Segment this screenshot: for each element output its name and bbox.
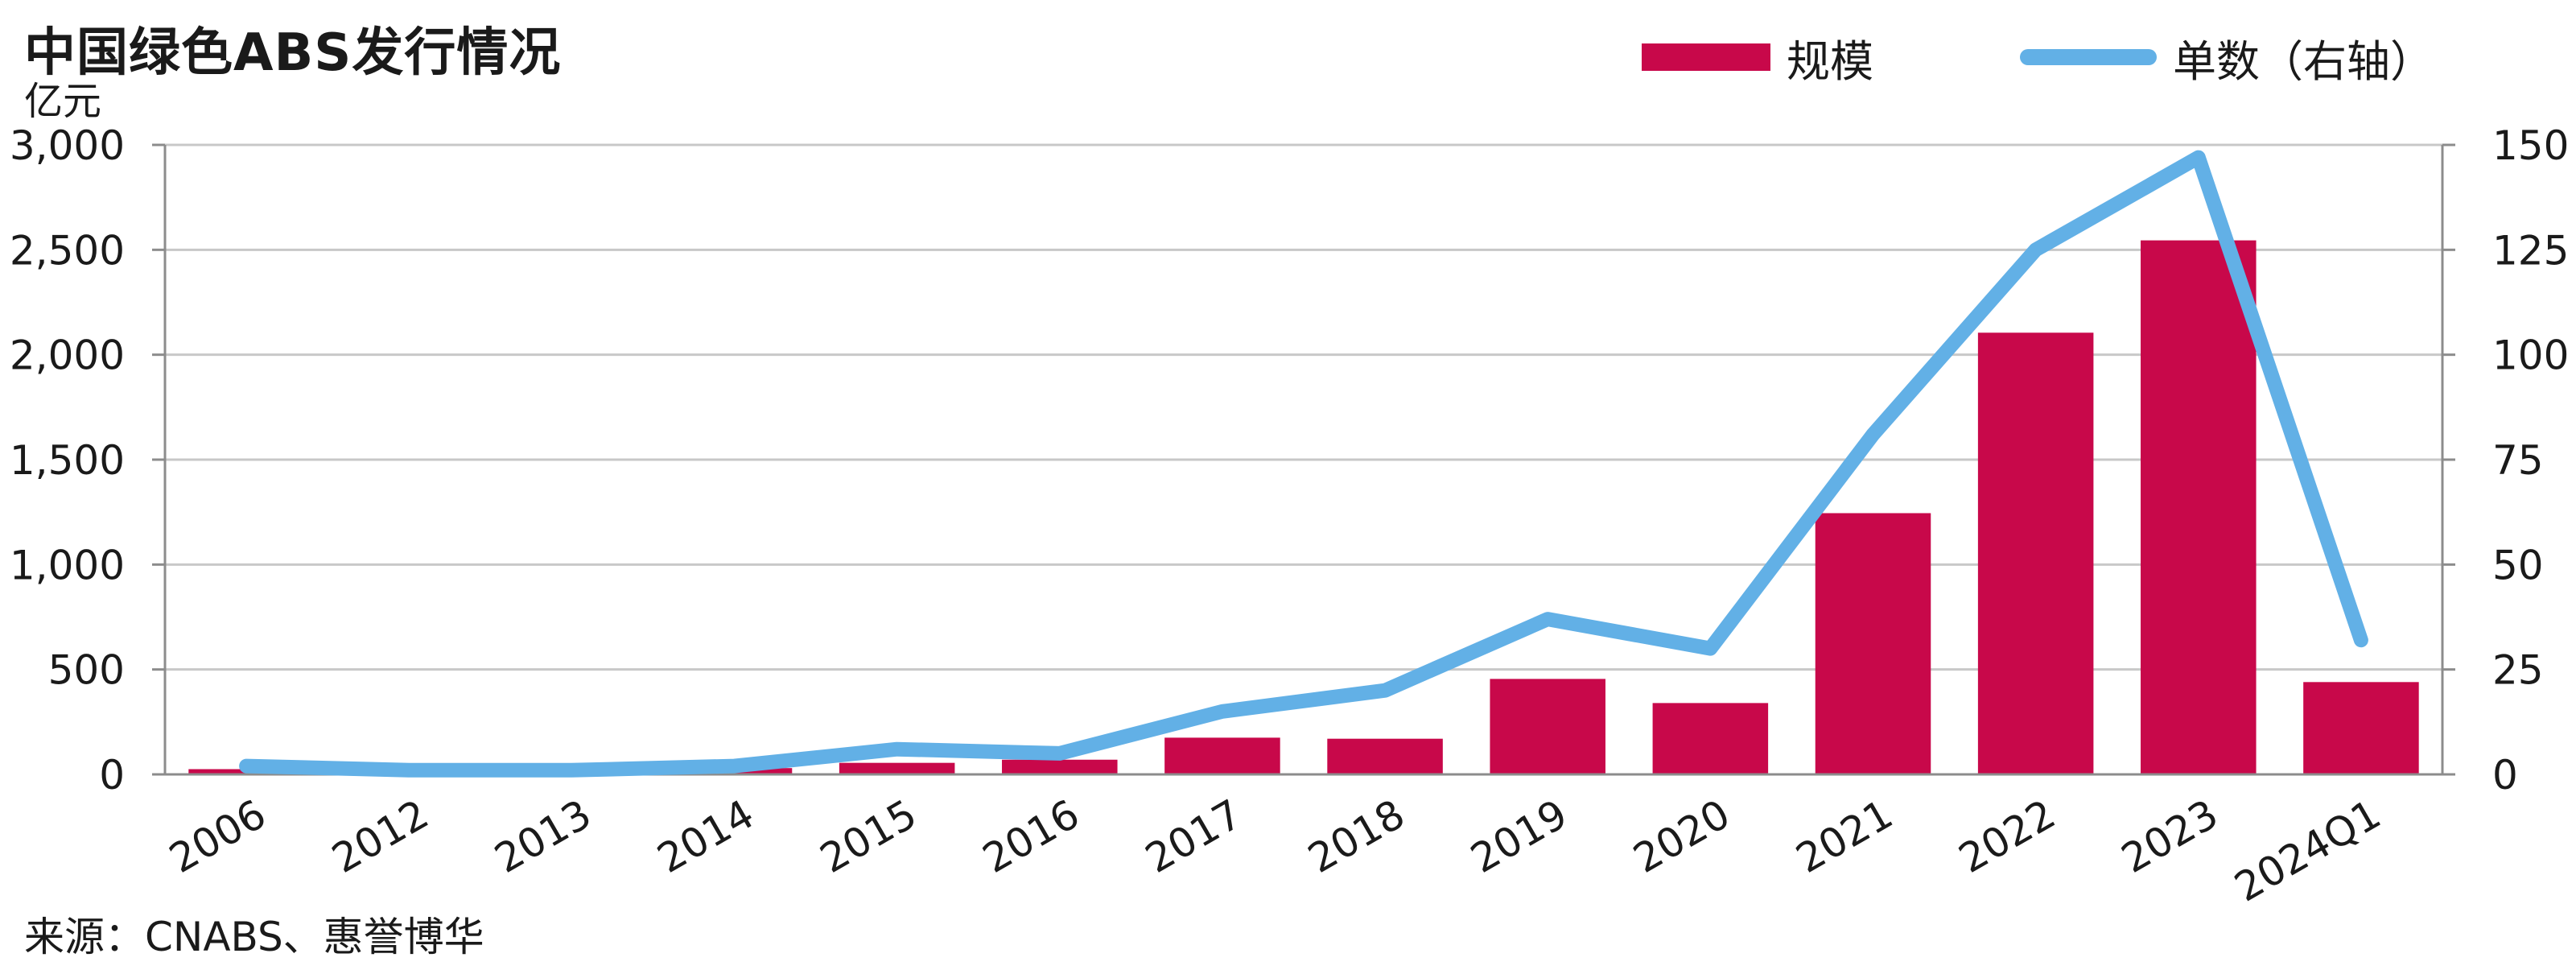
y-right-tick-label: 125 <box>2492 227 2569 274</box>
line-point <box>1058 752 1061 754</box>
line-point <box>2360 639 2362 642</box>
y-right-tick-label: 25 <box>2492 647 2544 694</box>
line-point <box>2034 249 2037 251</box>
legend-item-line: 单数（右轴） <box>2020 29 2434 87</box>
bar <box>1977 332 2094 775</box>
bar <box>2303 682 2419 774</box>
bar <box>839 762 955 774</box>
x-tick-label: 2021 <box>1788 790 1900 882</box>
y-right-tick-label: 75 <box>2492 437 2544 484</box>
line-point <box>571 769 573 771</box>
line-point <box>1221 710 1223 712</box>
line-point <box>1547 618 1549 621</box>
x-tick-label: 2022 <box>1951 790 2063 882</box>
line-series-path <box>239 150 2368 778</box>
grid-lines <box>165 143 2442 776</box>
y-left-tick-label: 3,000 <box>10 122 125 169</box>
x-tick-label: 2019 <box>1463 790 1575 882</box>
y-left-tick-label: 2,000 <box>10 332 125 379</box>
bar <box>1002 759 1118 774</box>
line-point <box>733 765 736 767</box>
x-tick-label: 2014 <box>649 790 761 882</box>
bar <box>1164 737 1280 774</box>
legend-bar-label: 规模 <box>1787 35 1873 87</box>
source-note: 来源：CNABS、惠誉博华 <box>24 914 484 960</box>
line-point <box>896 748 898 750</box>
line-series <box>239 150 2368 778</box>
bar <box>2141 240 2257 774</box>
bar <box>1652 703 1769 774</box>
x-tick-label: 2024Q1 <box>2227 790 2388 910</box>
bar <box>1327 738 1443 774</box>
x-tick-label: 2020 <box>1626 790 1737 882</box>
line-point <box>1709 647 1712 650</box>
x-tick-label: 2016 <box>975 790 1087 882</box>
x-tick-label: 2013 <box>487 790 599 882</box>
legend-line-label: 单数（右轴） <box>2173 35 2434 87</box>
bar <box>1490 679 1605 774</box>
bar-series <box>188 240 2419 775</box>
line-point <box>1872 433 1874 435</box>
line-point <box>1384 689 1387 691</box>
y-left-tick-label: 500 <box>48 647 125 694</box>
y-left-tick-label: 2,500 <box>10 227 125 274</box>
x-tick-label: 2006 <box>162 790 274 882</box>
x-tick-label: 2015 <box>812 790 924 882</box>
chart-title: 中国绿色ABS发行情况 <box>24 23 562 83</box>
line-point <box>408 769 410 771</box>
y-left-tick-label: 1,000 <box>10 542 125 588</box>
legend-item-bar: 规模 <box>1642 29 1873 87</box>
bar <box>1815 513 1931 774</box>
y-right-tick-label: 100 <box>2492 332 2569 379</box>
x-tick-label: 2012 <box>324 790 436 882</box>
x-tick-label: 2017 <box>1138 790 1250 882</box>
y-left-tick-label: 0 <box>99 752 125 799</box>
line-point <box>245 765 248 767</box>
x-tick-label: 2018 <box>1300 790 1412 882</box>
y-right-tick-label: 50 <box>2492 542 2544 588</box>
left-axis-unit: 亿元 <box>24 79 102 124</box>
y-left-tick-label: 1,500 <box>10 437 125 484</box>
y-right-tick-label: 0 <box>2492 752 2518 799</box>
legend-bar-swatch <box>1642 43 1770 71</box>
x-tick-label: 2023 <box>2114 790 2226 882</box>
line-point <box>2197 156 2199 159</box>
y-right-tick-label: 150 <box>2492 122 2569 169</box>
legend-line-swatch <box>2020 49 2157 65</box>
